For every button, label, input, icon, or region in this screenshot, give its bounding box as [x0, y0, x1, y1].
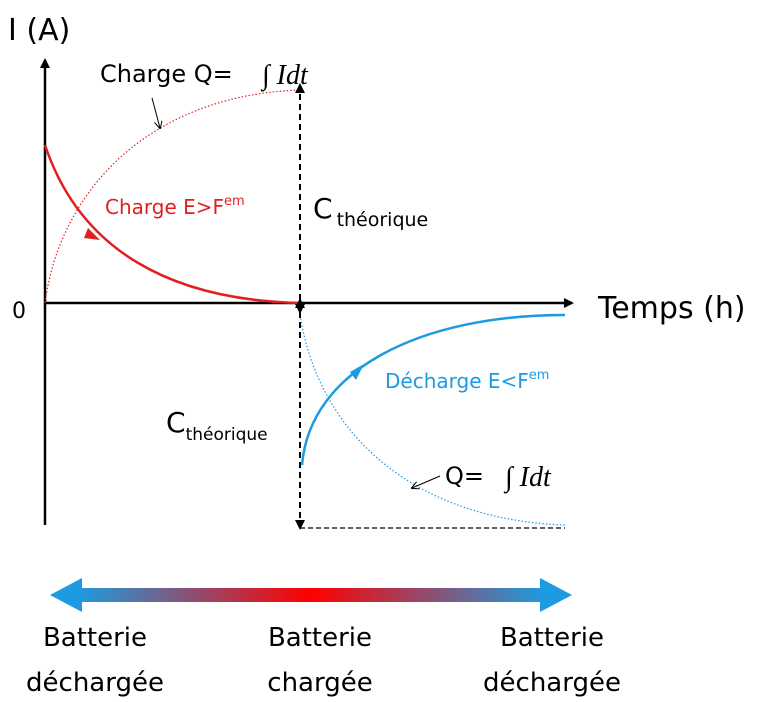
discharge-q-label: Q=: [445, 462, 484, 490]
label-main: C: [313, 192, 333, 225]
discharge-curve-label: Décharge E<Fem: [385, 368, 549, 393]
state-labels: Batterie déchargée Batterie chargée Batt…: [26, 623, 621, 698]
discharge-arrowhead: [350, 364, 364, 380]
charge-q-label: Charge Q=: [100, 60, 233, 88]
label-sup: em: [529, 368, 550, 383]
label-sub: théorique: [186, 425, 268, 445]
charge-current-curve: [43, 144, 301, 305]
state-bar: [78, 588, 544, 602]
state-line1: Batterie: [43, 623, 147, 653]
charge-arrowhead: [84, 228, 100, 240]
state-line2: déchargée: [483, 668, 621, 698]
state-line2: chargée: [267, 668, 372, 698]
charge-curve-label: Charge E>Fem: [105, 194, 245, 219]
state-line1: Batterie: [500, 623, 604, 653]
label-main: Charge E>F: [105, 195, 224, 219]
y-axis-label: I (A): [8, 13, 70, 48]
label-main: C: [166, 406, 186, 439]
pointer: [151, 97, 160, 128]
label-sup: em: [224, 194, 245, 209]
pointer: [412, 475, 441, 488]
discharge-q-curve: [299, 314, 566, 526]
discharge-q-formula: ∫ Idt: [503, 462, 552, 494]
discharge-current-curve: [300, 313, 566, 466]
state-line1: Batterie: [268, 623, 372, 653]
charge-q-curve: [44, 89, 301, 304]
x-axis-label: Temps (h): [597, 291, 746, 326]
label-sub: théorique: [337, 209, 429, 231]
right-arrowhead: [540, 578, 572, 612]
origin-label: 0: [12, 299, 26, 324]
label-main: Décharge E<F: [385, 369, 529, 393]
state-line2: déchargée: [26, 668, 164, 698]
left-arrowhead: [50, 578, 82, 612]
charge-q-formula: ∫ Idt: [260, 60, 309, 92]
discharge-capacity-label: Cthéorique: [166, 406, 268, 445]
